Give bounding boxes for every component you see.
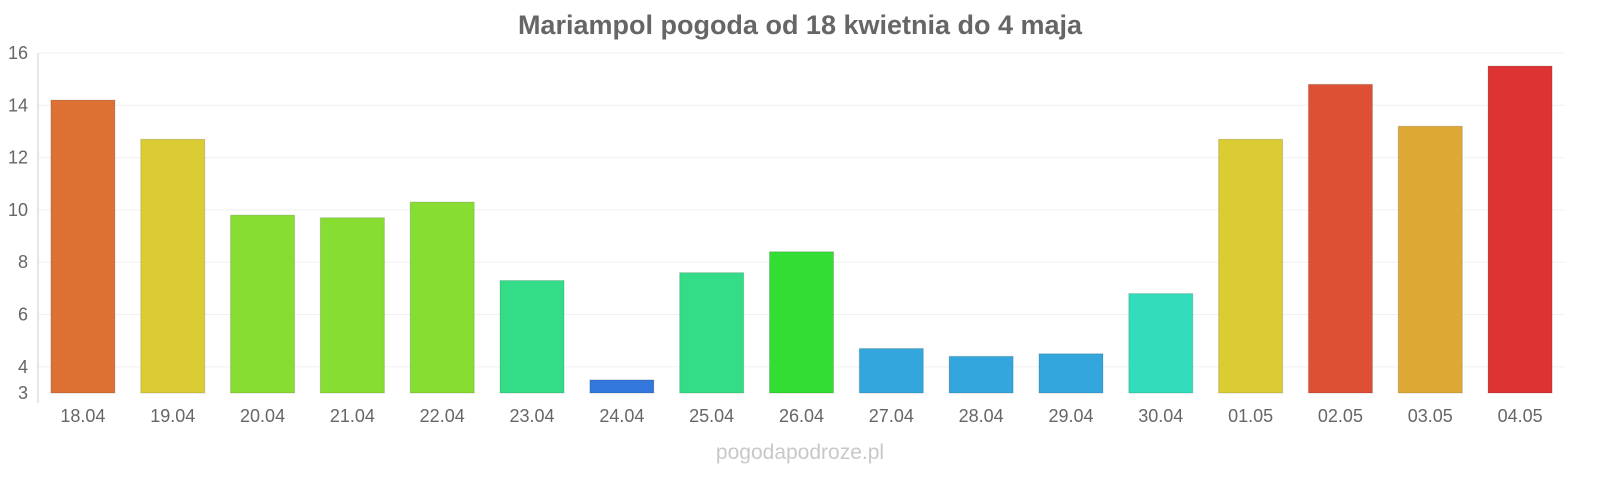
bar: [140, 138, 206, 394]
bar: [230, 214, 296, 394]
x-tick-label: 28.04: [959, 406, 1004, 426]
x-tick-label: 30.04: [1138, 406, 1183, 426]
bar: [50, 99, 116, 394]
x-tick-label: 03.05: [1408, 406, 1453, 426]
y-tick-label: 4: [18, 357, 28, 377]
x-tick-label: 21.04: [330, 406, 375, 426]
x-tick-label: 27.04: [869, 406, 914, 426]
source-watermark: pogodapodroze.pl: [715, 441, 885, 464]
bar: [589, 379, 655, 394]
x-tick-label: 26.04: [779, 406, 824, 426]
bar: [1397, 125, 1463, 394]
bar: [679, 272, 745, 394]
x-tick-label: 25.04: [689, 406, 734, 426]
bar-chart: 3 4 6 8 10 12 14 16 18.04 19.04 20.04 21.04 22.04 23.…: [8, 43, 1565, 426]
bar: [1218, 138, 1284, 394]
x-tick-label: 24.04: [599, 406, 644, 426]
x-tick-label: 19.04: [150, 406, 195, 426]
bar: [948, 355, 1014, 394]
bar: [1487, 65, 1553, 394]
bar: [769, 251, 834, 394]
bar: [499, 280, 565, 394]
x-tick-label: 04.05: [1498, 406, 1543, 426]
bar: [409, 201, 475, 394]
x-tick-label: 18.04: [60, 406, 105, 426]
y-tick-label: 14: [8, 95, 28, 115]
x-tick-label: 01.05: [1228, 406, 1273, 426]
y-tick-label: 3: [18, 383, 28, 403]
x-tick-label: 20.04: [240, 406, 285, 426]
bar: [1038, 353, 1104, 394]
x-tick-label: 22.04: [420, 406, 465, 426]
bar: [319, 217, 385, 394]
chart-title: Mariampol pogoda od 18 kwietnia do 4 maj…: [517, 10, 1083, 40]
y-tick-label: 16: [8, 43, 28, 63]
y-tick-label: 6: [18, 305, 28, 325]
x-tick-label: 23.04: [510, 406, 555, 426]
x-tick-label: 02.05: [1318, 406, 1363, 426]
y-tick-label: 8: [18, 252, 28, 272]
bar: [858, 348, 924, 394]
y-tick-label: 10: [8, 200, 28, 220]
bar: [1128, 293, 1194, 394]
bar: [1307, 83, 1373, 394]
y-tick-label: 12: [8, 148, 28, 168]
x-tick-label: 29.04: [1048, 406, 1093, 426]
